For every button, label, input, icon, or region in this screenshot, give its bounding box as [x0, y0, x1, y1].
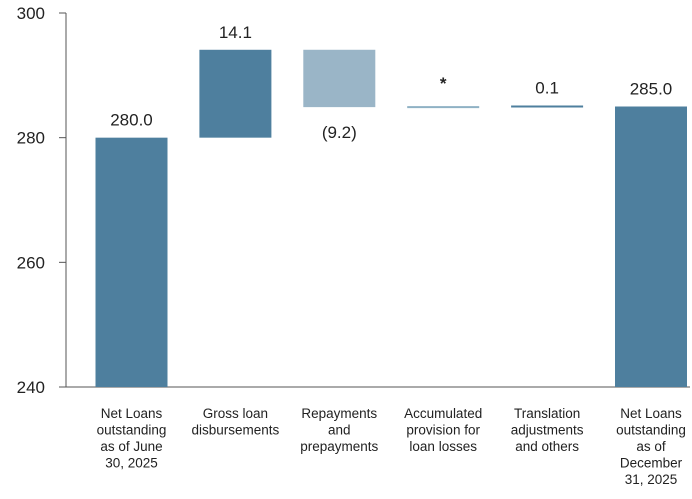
x-category-label: Accumulated: [404, 406, 482, 421]
y-tick-label: 260: [17, 253, 45, 272]
x-category-label: and others: [515, 439, 579, 454]
data-label: (9.2): [322, 123, 357, 142]
y-tick-label: 240: [17, 378, 45, 397]
y-tick-label: 280: [17, 129, 45, 148]
data-labels: 280.0 14.1 (9.2) * 0.1 285.0: [110, 23, 672, 142]
bar-3: [303, 49, 376, 108]
x-category-label: as of: [636, 439, 666, 454]
bar-5: [511, 105, 584, 108]
bars: [95, 49, 687, 387]
x-category-label: Translation: [514, 406, 580, 421]
x-category-label: loan losses: [409, 439, 477, 454]
x-category-label: adjustments: [511, 423, 584, 438]
data-label: 14.1: [219, 23, 252, 42]
x-category-label: Repayments: [301, 406, 377, 421]
x-category-label: outstanding: [97, 423, 167, 438]
x-category-label: Gross loan: [203, 406, 268, 421]
x-category-label: 31, 2025: [625, 472, 678, 487]
x-category-label: 30, 2025: [105, 456, 158, 471]
data-label: 280.0: [110, 111, 153, 130]
x-category-label: Net Loans: [620, 406, 682, 421]
x-category-label: provision for: [406, 423, 480, 438]
x-category-label: disbursements: [192, 423, 280, 438]
bar-4: [407, 106, 480, 109]
y-tick-label: 300: [17, 4, 45, 23]
y-axis: 240 260 280 300: [17, 4, 690, 397]
data-label: 0.1: [535, 79, 559, 98]
bar-2: [199, 49, 272, 138]
x-category-label: and: [328, 423, 351, 438]
x-category-label: Net Loans: [101, 406, 163, 421]
x-category-label: outstanding: [616, 423, 686, 438]
x-category-label: December: [620, 456, 683, 471]
data-label: *: [440, 74, 447, 93]
bar-6: [615, 106, 687, 387]
x-category-label: prepayments: [300, 439, 378, 454]
bar-1: [95, 137, 168, 387]
x-category-label: as of June: [100, 439, 162, 454]
data-label: 285.0: [630, 80, 673, 99]
